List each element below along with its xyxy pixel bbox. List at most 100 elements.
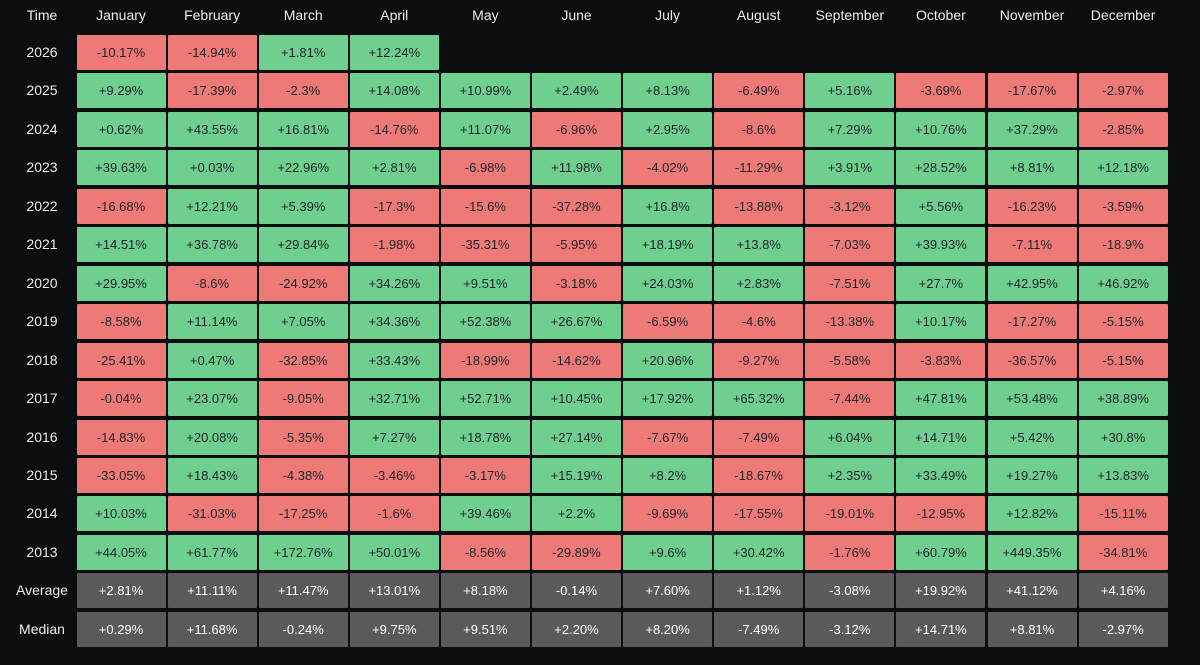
heatmap-cell-2021-january: +14.51% [76,227,166,263]
heatmap-cell-2024-march: +16.81% [258,111,348,147]
heatmap-cell-2020-january: +29.95% [76,265,166,301]
heatmap-cell-median-january: +0.29% [76,611,166,647]
heatmap-cell-2021-july: +18.19% [623,227,713,263]
row-label-2026: 2026 [26,44,58,60]
heatmap-cell-2019-may: +52.38% [440,304,530,340]
heatmap-cell-2021-april: -1.98% [349,227,439,263]
heatmap-cell-2020-july: +24.03% [623,265,713,301]
heatmap-cell-2019-june: +26.67% [532,304,621,340]
heatmap-cell-median-june: +2.20% [532,611,621,647]
heatmap-cell-2024-october: +10.76% [896,111,986,147]
heatmap-cell-2019-april: +34.36% [349,304,439,340]
heatmap-cell-2026-january: -10.17% [76,35,166,70]
heatmap-cell-average-march: +11.47% [258,573,348,609]
heatmap-cell-average-september: -3.08% [805,573,895,609]
heatmap-cell-2022-september: -3.12% [805,188,895,224]
heatmap-cell-2023-march: +22.96% [258,150,348,186]
heatmap-cell-2018-march: -32.85% [258,342,348,378]
heatmap-cell-2015-february: +18.43% [167,457,257,493]
heatmap-cell-2024-july: +2.95% [623,111,713,147]
heatmap-cell-2021-august: +13.8% [714,227,804,263]
heatmap-cell-2024-february: +43.55% [167,111,257,147]
heatmap-cell-2018-january: -25.41% [76,342,166,378]
heatmap-cell-2022-april: -17.3% [349,188,439,224]
row-label-2020: 2020 [26,274,58,291]
heatmap-cell-2024-may: +11.07% [440,111,530,147]
heatmap-cell-2014-november: +12.82% [987,496,1077,532]
heatmap-cell-2017-april: +32.71% [349,381,439,417]
heatmap-cell-2021-october: +39.93% [896,227,986,263]
column-header-december: December [1090,7,1156,23]
heatmap-cell-2024-september: +7.29% [805,111,895,147]
column-header-april: April [380,7,409,23]
heatmap-cell-2016-april: +7.27% [349,419,439,455]
heatmap-cell-2025-november: -17.67% [987,73,1077,109]
heatmap-cell-2013-july: +9.6% [623,534,713,570]
column-header-june: June [561,7,592,23]
heatmap-cell-2026-march: +1.81% [258,35,348,70]
heatmap-cell-2018-june: -14.62% [532,342,621,378]
heatmap-cell-2017-september: -7.44% [805,381,895,417]
heatmap-cell-2013-january: +44.05% [76,534,166,570]
heatmap-cell-2021-june: -5.95% [532,227,621,263]
heatmap-cell-2021-march: +29.84% [258,227,348,263]
heatmap-cell-2025-july: +8.13% [623,73,713,109]
heatmap-cell-2016-october: +14.71% [896,419,986,455]
heatmap-cell-2018-may: -18.99% [440,342,530,378]
heatmap-cell-2025-september: +5.16% [805,73,895,109]
heatmap-cell-2013-april: +50.01% [349,534,439,570]
heatmap-cell-2025-april: +14.08% [349,73,439,109]
heatmap-cell-2013-november: +449.35% [987,534,1077,570]
heatmap-cell-2020-june: -3.18% [532,265,621,301]
heatmap-cell-2016-december: +30.8% [1078,419,1168,455]
heatmap-cell-2013-december: -34.81% [1078,534,1168,570]
heatmap-cell-2013-may: -8.56% [440,534,530,570]
heatmap-cell-2018-february: +0.47% [167,342,257,378]
heatmap-cell-2020-may: +9.51% [440,265,530,301]
row-label-2016: 2016 [26,428,58,445]
heatmap-cell-2016-august: -7.49% [714,419,804,455]
heatmap-cell-2022-august: -13.88% [714,188,804,224]
heatmap-cell-2022-may: -15.6% [440,188,530,224]
heatmap-cell-2014-december: -15.11% [1078,496,1168,532]
heatmap-cell-2025-december: -2.97% [1078,73,1168,109]
heatmap-cell-2024-january: +0.62% [76,111,166,147]
heatmap-cell-2013-october: +60.79% [896,534,986,570]
heatmap-cell-2014-september: -19.01% [805,496,895,532]
row-label-2017: 2017 [26,390,58,407]
heatmap-cell-2019-november: -17.27% [987,304,1077,340]
heatmap-cell-2022-march: +5.39% [258,188,348,224]
heatmap-cell-2016-september: +6.04% [805,419,895,455]
heatmap-cell-2017-june: +10.45% [532,381,621,417]
heatmap-cell-2019-september: -13.38% [805,304,895,340]
heatmap-cell-2023-september: +3.91% [805,150,895,186]
heatmap-cell-2016-june: +27.14% [532,419,621,455]
heatmap-cell-2014-january: +10.03% [76,496,166,532]
heatmap-cell-2024-august: -8.6% [714,111,804,147]
row-label-2013: 2013 [26,543,58,560]
heatmap-cell-2025-august: -6.49% [714,73,804,109]
heatmap-cell-2017-february: +23.07% [167,381,257,417]
heatmap-cell-2022-november: -16.23% [987,188,1077,224]
column-header-may: May [472,7,499,23]
row-label-2018: 2018 [26,351,58,368]
heatmap-cell-2014-october: -12.95% [896,496,986,532]
heatmap-cell-2020-december: +46.92% [1078,265,1168,301]
heatmap-cell-2019-december: -5.15% [1078,304,1168,340]
heatmap-cell-2017-july: +17.92% [623,381,713,417]
row-label-2014: 2014 [26,505,58,522]
corner-label: Time [26,7,58,23]
heatmap-cell-median-october: +14.71% [896,611,986,647]
heatmap-cell-2024-april: -14.76% [349,111,439,147]
heatmap-cell-2016-february: +20.08% [167,419,257,455]
row-label-2021: 2021 [26,236,58,253]
heatmap-cell-2019-january: -8.58% [76,304,166,340]
column-header-march: March [283,7,323,23]
heatmap-cell-2013-september: -1.76% [805,534,895,570]
heatmap-cell-2014-may: +39.46% [440,496,530,532]
heatmap-cell-2019-october: +10.17% [896,304,986,340]
heatmap-cell-2014-august: -17.55% [714,496,804,532]
column-header-january: January [96,7,146,23]
heatmap-cell-average-june: -0.14% [532,573,621,609]
heatmap-cell-average-august: +1.12% [714,573,804,609]
